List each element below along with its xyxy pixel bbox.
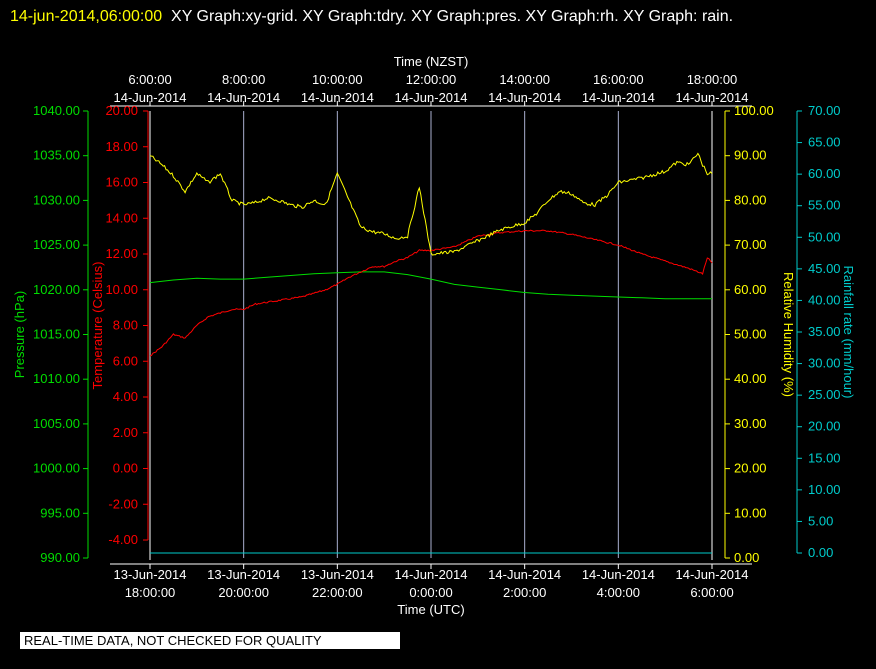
top-tick-date-label: 14-Jun-2014 bbox=[301, 90, 374, 105]
rainfall-tick-label: 20.00 bbox=[808, 419, 841, 434]
top-tick-time-label: 10:00:00 bbox=[312, 72, 363, 87]
temperature-tick-label: 0.00 bbox=[113, 461, 138, 476]
rainfall-tick-label: 5.00 bbox=[808, 513, 833, 528]
top-tick-time-label: 12:00:00 bbox=[406, 72, 457, 87]
series-layer bbox=[149, 152, 713, 554]
header-timestamp: 14-jun-2014,06:00:00 bbox=[10, 8, 163, 25]
pressure-tick-label: 995.00 bbox=[40, 505, 80, 520]
humidity-tick-label: 20.00 bbox=[734, 461, 767, 476]
humidity-tick-label: 10.00 bbox=[734, 505, 767, 520]
bottom-tick-date-label: 14-Jun-2014 bbox=[395, 567, 468, 582]
pressure-tick-label: 1010.00 bbox=[33, 371, 80, 386]
bottom-tick-date-label: 13-Jun-2014 bbox=[207, 567, 280, 582]
humidity-tick-label: 60.00 bbox=[734, 282, 767, 297]
rainfall-tick-label: 45.00 bbox=[808, 261, 841, 276]
humidity-tick-label: 0.00 bbox=[734, 550, 759, 565]
rainfall-axis-title: Rainfall rate (mm/hour) bbox=[841, 266, 856, 399]
temperature-tick-label: 8.00 bbox=[113, 318, 138, 333]
temperature-tick-label: 6.00 bbox=[113, 353, 138, 368]
temperature-tick-label: 10.00 bbox=[105, 282, 138, 297]
humidity-tick-label: 30.00 bbox=[734, 416, 767, 431]
humidity-series-line bbox=[149, 152, 713, 256]
top-tick-time-label: 18:00:00 bbox=[687, 72, 738, 87]
humidity-axis-title: Relative Humidity (%) bbox=[781, 272, 796, 397]
axes-layer: 1040.00 1035.00 1030.00 1025.00 1020.00 1015.… bbox=[12, 103, 856, 565]
bottom-tick-time-label: 6:00:00 bbox=[690, 585, 733, 600]
top-tick-time-label: 6:00:00 bbox=[128, 72, 171, 87]
rainfall-tick-label: 40.00 bbox=[808, 292, 841, 307]
rainfall-tick-label: 15.00 bbox=[808, 450, 841, 465]
top-tick-date-label: 14-Jun-2014 bbox=[207, 90, 280, 105]
rainfall-tick-label: 0.00 bbox=[808, 545, 833, 560]
pressure-tick-label: 1000.00 bbox=[33, 461, 80, 476]
rainfall-tick-label: 30.00 bbox=[808, 356, 841, 371]
grid-layer bbox=[110, 105, 752, 565]
humidity-tick-label: 100.00 bbox=[734, 103, 774, 118]
pressure-axis-title: Pressure (hPa) bbox=[12, 291, 27, 378]
bottom-tick-time-label: 20:00:00 bbox=[218, 585, 269, 600]
humidity-tick-label: 80.00 bbox=[734, 192, 767, 207]
temperature-tick-label: 16.00 bbox=[105, 175, 138, 190]
temperature-tick-label: 18.00 bbox=[105, 139, 138, 154]
temperature-tick-label: 4.00 bbox=[113, 389, 138, 404]
graph-header: 14-jun-2014,06:00:00 XY Graph:xy-grid. X… bbox=[10, 2, 870, 32]
pressure-tick-label: 1020.00 bbox=[33, 282, 80, 297]
rainfall-tick-label: 70.00 bbox=[808, 103, 841, 118]
bottom-tick-time-label: 0:00:00 bbox=[409, 585, 452, 600]
top-tick-date-label: 14-Jun-2014 bbox=[582, 90, 655, 105]
header-graph-list: XY Graph:xy-grid. XY Graph:tdry. XY Grap… bbox=[171, 8, 734, 25]
pressure-series-line bbox=[149, 271, 712, 300]
quality-notice: REAL-TIME DATA, NOT CHECKED FOR QUALITY bbox=[20, 632, 400, 649]
temperature-tick-label: 12.00 bbox=[105, 246, 138, 261]
pressure-tick-label: 1030.00 bbox=[33, 192, 80, 207]
bottom-tick-date-label: 13-Jun-2014 bbox=[301, 567, 374, 582]
rainfall-tick-label: 25.00 bbox=[808, 387, 841, 402]
x-axis-layer: 6:00:00 14-Jun-2014 13-Jun-2014 18:00:00 8:0… bbox=[114, 54, 749, 617]
top-tick-time-label: 14:00:00 bbox=[499, 72, 550, 87]
rainfall-tick-label: 10.00 bbox=[808, 482, 841, 497]
rainfall-tick-label: 55.00 bbox=[808, 198, 841, 213]
rainfall-tick-label: 65.00 bbox=[808, 135, 841, 150]
bottom-tick-time-label: 22:00:00 bbox=[312, 585, 363, 600]
humidity-tick-label: 70.00 bbox=[734, 237, 767, 252]
pressure-tick-label: 1025.00 bbox=[33, 237, 80, 252]
bottom-tick-time-label: 18:00:00 bbox=[125, 585, 176, 600]
bottom-tick-date-label: 13-Jun-2014 bbox=[114, 567, 187, 582]
temperature-tick-label: 2.00 bbox=[113, 425, 138, 440]
rainfall-tick-label: 60.00 bbox=[808, 166, 841, 181]
temperature-tick-label: -4.00 bbox=[108, 532, 138, 547]
bottom-tick-time-label: 2:00:00 bbox=[503, 585, 546, 600]
bottom-tick-date-label: 14-Jun-2014 bbox=[676, 567, 749, 582]
bottom-tick-date-label: 14-Jun-2014 bbox=[582, 567, 655, 582]
pressure-tick-label: 990.00 bbox=[40, 550, 80, 565]
bottom-axis-title: Time (UTC) bbox=[397, 602, 464, 617]
temperature-axis-title: Temperature (Celsius) bbox=[90, 262, 105, 390]
bottom-tick-time-label: 4:00:00 bbox=[597, 585, 640, 600]
top-tick-date-label: 14-Jun-2014 bbox=[488, 90, 561, 105]
humidity-tick-label: 50.00 bbox=[734, 327, 767, 342]
pressure-tick-label: 1040.00 bbox=[33, 103, 80, 118]
top-tick-date-label: 14-Jun-2014 bbox=[395, 90, 468, 105]
humidity-tick-label: 90.00 bbox=[734, 148, 767, 163]
top-tick-time-label: 8:00:00 bbox=[222, 72, 265, 87]
temperature-tick-label: -2.00 bbox=[108, 496, 138, 511]
rainfall-tick-label: 35.00 bbox=[808, 324, 841, 339]
rainfall-tick-label: 50.00 bbox=[808, 229, 841, 244]
pressure-tick-label: 1035.00 bbox=[33, 148, 80, 163]
top-tick-date-label: 14-Jun-2014 bbox=[114, 90, 187, 105]
pressure-tick-label: 1015.00 bbox=[33, 327, 80, 342]
humidity-tick-label: 40.00 bbox=[734, 371, 767, 386]
top-tick-time-label: 16:00:00 bbox=[593, 72, 644, 87]
pressure-tick-label: 1005.00 bbox=[33, 416, 80, 431]
top-tick-date-label: 14-Jun-2014 bbox=[676, 90, 749, 105]
temperature-tick-label: 20.00 bbox=[105, 103, 138, 118]
temperature-tick-label: 14.00 bbox=[105, 210, 138, 225]
bottom-tick-date-label: 14-Jun-2014 bbox=[488, 567, 561, 582]
top-axis-title: Time (NZST) bbox=[394, 54, 469, 69]
